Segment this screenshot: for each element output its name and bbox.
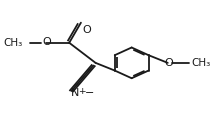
- Text: −: −: [85, 88, 95, 98]
- Text: O: O: [82, 25, 91, 35]
- Text: N: N: [71, 88, 80, 98]
- Text: +: +: [78, 87, 86, 96]
- Text: CH₃: CH₃: [3, 38, 22, 48]
- Text: O: O: [164, 58, 173, 68]
- Text: CH₃: CH₃: [191, 58, 210, 68]
- Text: O: O: [42, 37, 51, 47]
